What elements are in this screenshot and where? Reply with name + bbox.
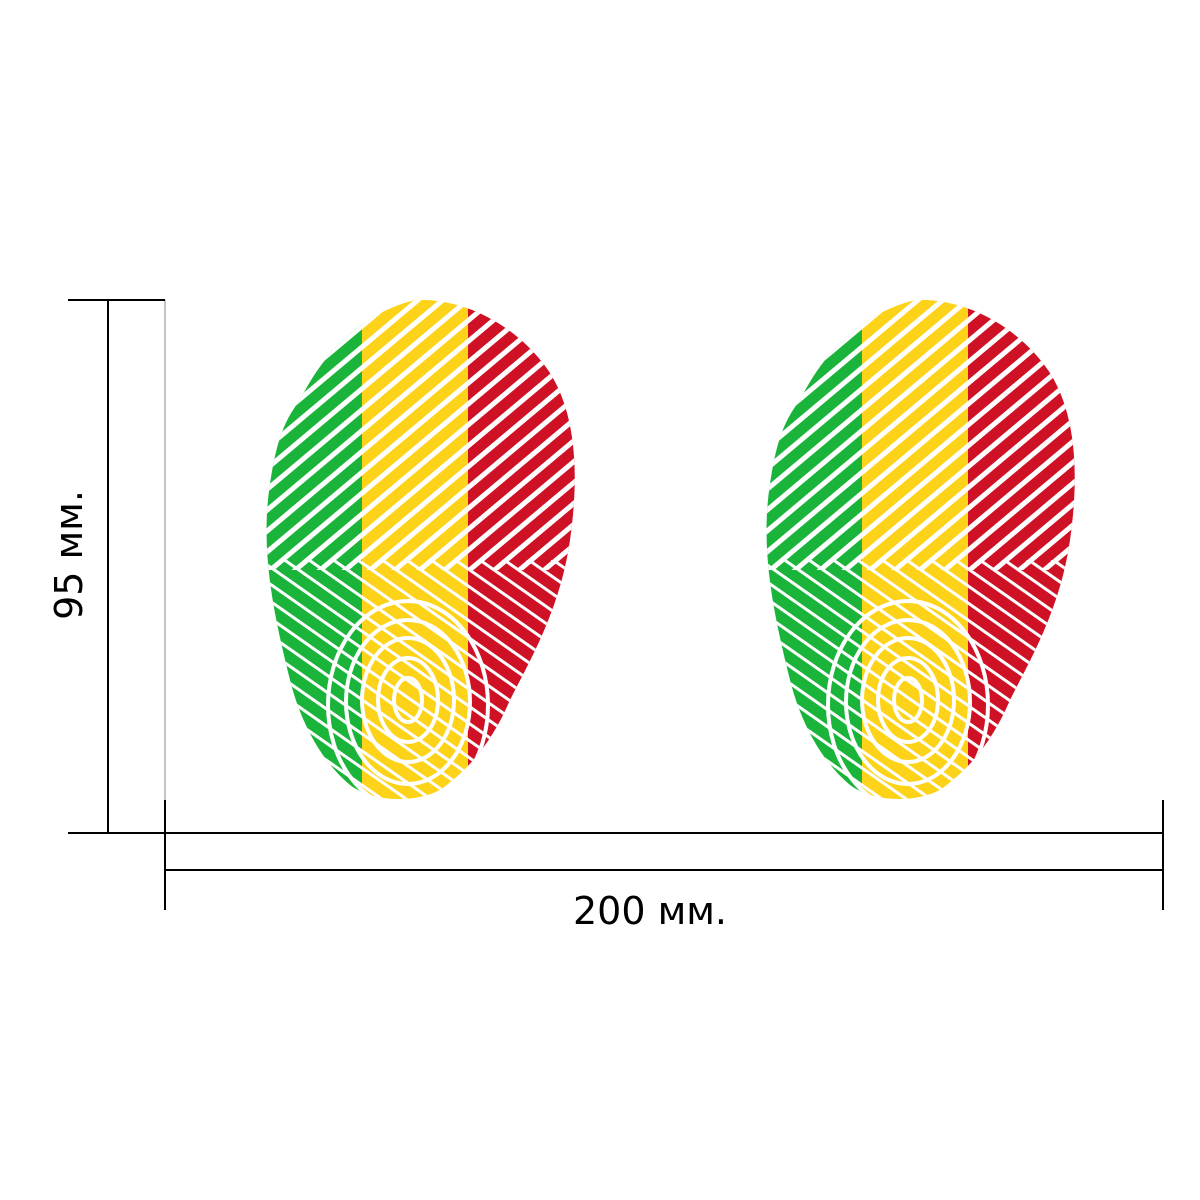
fingerprint-flag-left (250, 290, 590, 810)
height-label: 95 мм. (47, 490, 91, 620)
width-label: 200 мм. (573, 889, 727, 933)
height-dimension (68, 299, 165, 834)
width-dimension (164, 800, 1164, 910)
fingerprint-flag-right (750, 290, 1090, 810)
